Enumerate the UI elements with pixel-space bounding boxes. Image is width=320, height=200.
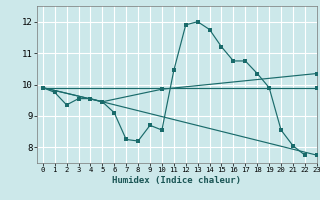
X-axis label: Humidex (Indice chaleur): Humidex (Indice chaleur) [112, 176, 241, 185]
